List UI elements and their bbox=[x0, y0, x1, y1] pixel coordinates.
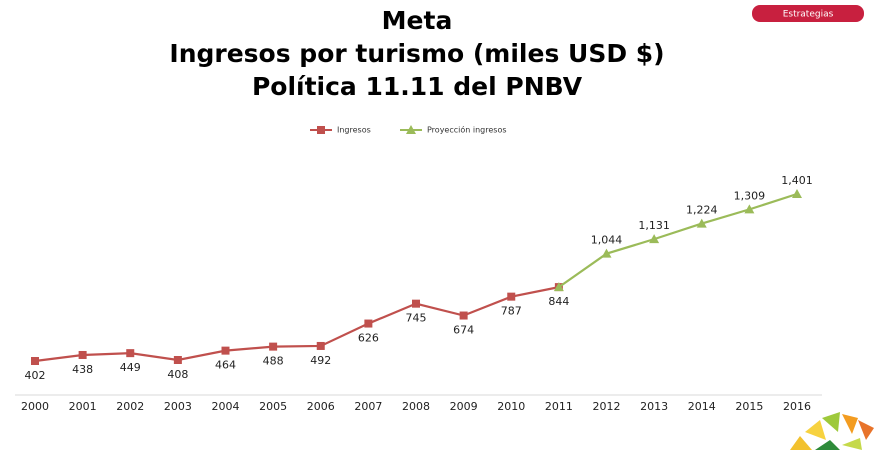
title: Ingresos por turismo (miles USD $) bbox=[169, 39, 664, 68]
x-tick-label: 2002 bbox=[116, 400, 144, 413]
x-tick-label: 2003 bbox=[164, 400, 192, 413]
x-tick-label: 2009 bbox=[450, 400, 478, 413]
legend-label: Ingresos bbox=[337, 126, 371, 135]
x-tick-label: 2016 bbox=[783, 400, 811, 413]
x-tick-label: 2012 bbox=[593, 400, 621, 413]
x-tick-label: 2015 bbox=[735, 400, 763, 413]
marker bbox=[507, 292, 516, 301]
marker bbox=[126, 349, 135, 358]
marker bbox=[792, 189, 802, 198]
x-tick-label: 2010 bbox=[497, 400, 525, 413]
legend-label: Proyección ingresos bbox=[427, 125, 507, 135]
title: Política 11.11 del PNBV bbox=[252, 72, 583, 101]
marker bbox=[317, 126, 325, 134]
marker bbox=[649, 234, 660, 244]
marker bbox=[553, 282, 564, 292]
marker bbox=[744, 204, 755, 214]
x-tick-label: 2008 bbox=[402, 400, 430, 413]
data-label: 626 bbox=[358, 332, 379, 345]
marker bbox=[316, 341, 325, 350]
x-tick-label: 2007 bbox=[354, 400, 382, 413]
x-tick-label: 2004 bbox=[212, 400, 240, 413]
data-label: 1,044 bbox=[591, 234, 623, 247]
data-label: 787 bbox=[501, 305, 522, 318]
data-label: 464 bbox=[215, 359, 236, 372]
data-label: 488 bbox=[263, 355, 284, 368]
data-label: 674 bbox=[453, 324, 474, 337]
data-label: 745 bbox=[406, 312, 427, 325]
data-label: 449 bbox=[120, 361, 141, 374]
series-line bbox=[34, 286, 560, 363]
decoration bbox=[790, 412, 874, 450]
badge[interactable] bbox=[752, 5, 864, 22]
x-tick-label: 2013 bbox=[640, 400, 668, 413]
marker bbox=[406, 125, 416, 134]
data-label: 1,309 bbox=[734, 189, 766, 202]
title: Meta bbox=[382, 6, 453, 35]
x-tick-label: 2006 bbox=[307, 400, 335, 413]
x-tick-label: 2011 bbox=[545, 400, 573, 413]
data-label: 408 bbox=[167, 368, 188, 381]
badge-label[interactable]: Estrategias bbox=[783, 10, 834, 20]
marker bbox=[221, 346, 230, 355]
marker bbox=[459, 311, 468, 320]
data-label: 1,401 bbox=[781, 174, 813, 187]
data-label: 402 bbox=[25, 369, 46, 382]
x-tick-label: 2001 bbox=[69, 400, 97, 413]
x-tick-label: 2000 bbox=[21, 400, 49, 413]
x-tick-label: 2005 bbox=[259, 400, 287, 413]
data-label: 492 bbox=[310, 354, 331, 367]
marker bbox=[601, 248, 612, 258]
series-line bbox=[558, 192, 798, 289]
marker bbox=[696, 218, 707, 228]
data-label: 1,224 bbox=[686, 204, 718, 217]
data-label: 438 bbox=[72, 363, 93, 376]
marker bbox=[269, 342, 278, 351]
marker bbox=[78, 350, 87, 359]
data-label: 844 bbox=[548, 295, 569, 308]
marker bbox=[364, 319, 373, 328]
x-tick-label: 2014 bbox=[688, 400, 716, 413]
marker bbox=[412, 299, 420, 308]
data-label: 1,131 bbox=[638, 219, 670, 232]
marker bbox=[31, 357, 39, 365]
marker bbox=[173, 355, 182, 364]
